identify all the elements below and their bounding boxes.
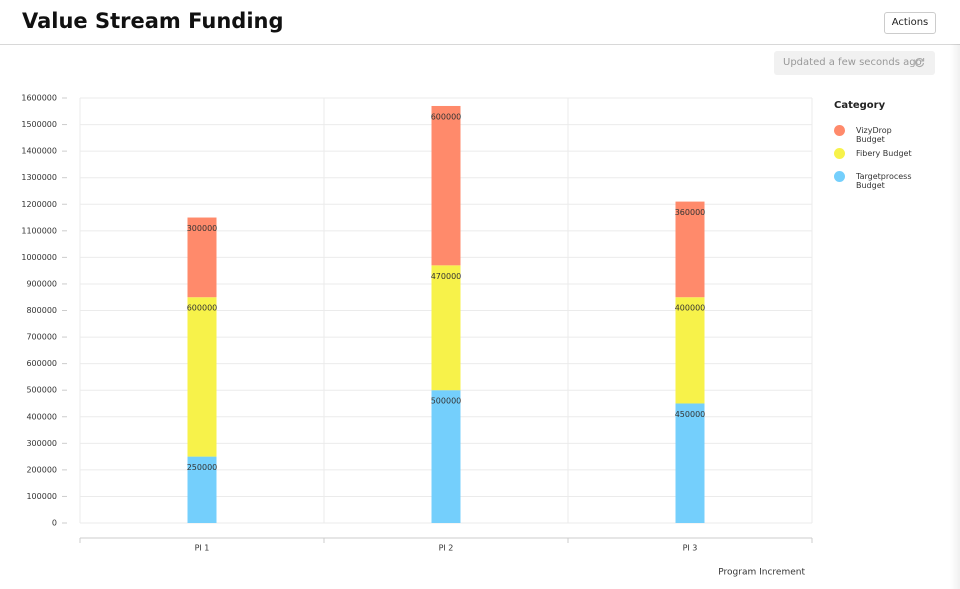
- bar-segment: [431, 390, 461, 523]
- legend-swatch: [834, 125, 845, 136]
- page-title: Value Stream Funding: [22, 9, 284, 33]
- actions-button[interactable]: Actions: [884, 12, 936, 34]
- bar-segment: [431, 265, 461, 391]
- y-tick-label: 1100000: [21, 226, 57, 235]
- bar-segment: [431, 105, 461, 266]
- y-tick-label: 1500000: [21, 120, 57, 129]
- y-tick-label: 0: [52, 519, 57, 528]
- y-tick-label: 900000: [26, 279, 57, 288]
- bar-segment: [675, 297, 705, 404]
- y-tick-label: 400000: [26, 412, 57, 421]
- y-tick-label: 1000000: [21, 253, 57, 262]
- x-tick-label: PI 3: [683, 544, 698, 553]
- legend: Category VizyDrop Budget Fibery Budget Tar…: [834, 100, 944, 194]
- data-label: 450000: [675, 410, 706, 419]
- bar-segment: [675, 201, 705, 298]
- data-label: 250000: [187, 463, 218, 472]
- data-label: 300000: [187, 224, 218, 233]
- y-tick-label: 1300000: [21, 173, 57, 182]
- data-label: 360000: [675, 208, 706, 217]
- legend-swatch: [834, 171, 845, 182]
- x-tick-label: PI 1: [195, 544, 210, 553]
- bar-segment: [187, 297, 217, 457]
- y-tick-label: 1400000: [21, 147, 57, 156]
- y-tick-label: 1600000: [21, 94, 57, 103]
- legend-item[interactable]: Targetprocess Budget: [834, 171, 944, 194]
- x-axis-title: Program Increment: [718, 568, 805, 578]
- bar-segment: [187, 217, 217, 298]
- data-label: 500000: [431, 397, 462, 406]
- y-tick-label: 500000: [26, 386, 57, 395]
- y-tick-label: 100000: [26, 492, 57, 501]
- y-tick-label: 300000: [26, 439, 57, 448]
- legend-label: VizyDrop Budget: [856, 126, 892, 144]
- legend-title: Category: [834, 100, 886, 111]
- bar-segment: [675, 403, 705, 523]
- panel-edge: [950, 44, 960, 589]
- y-tick-label: 200000: [26, 465, 57, 474]
- y-tick-label: 700000: [26, 333, 57, 342]
- header: Value Stream Funding Actions: [0, 0, 960, 45]
- y-tick-label: 600000: [26, 359, 57, 368]
- data-label: 600000: [187, 304, 218, 313]
- data-label: 600000: [431, 112, 462, 121]
- refresh-icon: [915, 57, 925, 67]
- legend-label: Targetprocess Budget: [856, 172, 912, 190]
- x-tick-label: PI 2: [439, 544, 454, 553]
- legend-label: Fibery Budget: [856, 149, 912, 158]
- bar-segment: [187, 456, 217, 523]
- legend-swatch: [834, 148, 845, 159]
- update-status[interactable]: Updated a few seconds ago: [774, 51, 935, 75]
- y-tick-label: 800000: [26, 306, 57, 315]
- y-tick-label: 1200000: [21, 200, 57, 209]
- data-label: 400000: [675, 304, 706, 313]
- status-text: Updated a few seconds ago: [783, 57, 922, 68]
- legend-item[interactable]: Fibery Budget: [834, 148, 944, 171]
- legend-item[interactable]: VizyDrop Budget: [834, 125, 944, 148]
- data-label: 470000: [431, 272, 462, 281]
